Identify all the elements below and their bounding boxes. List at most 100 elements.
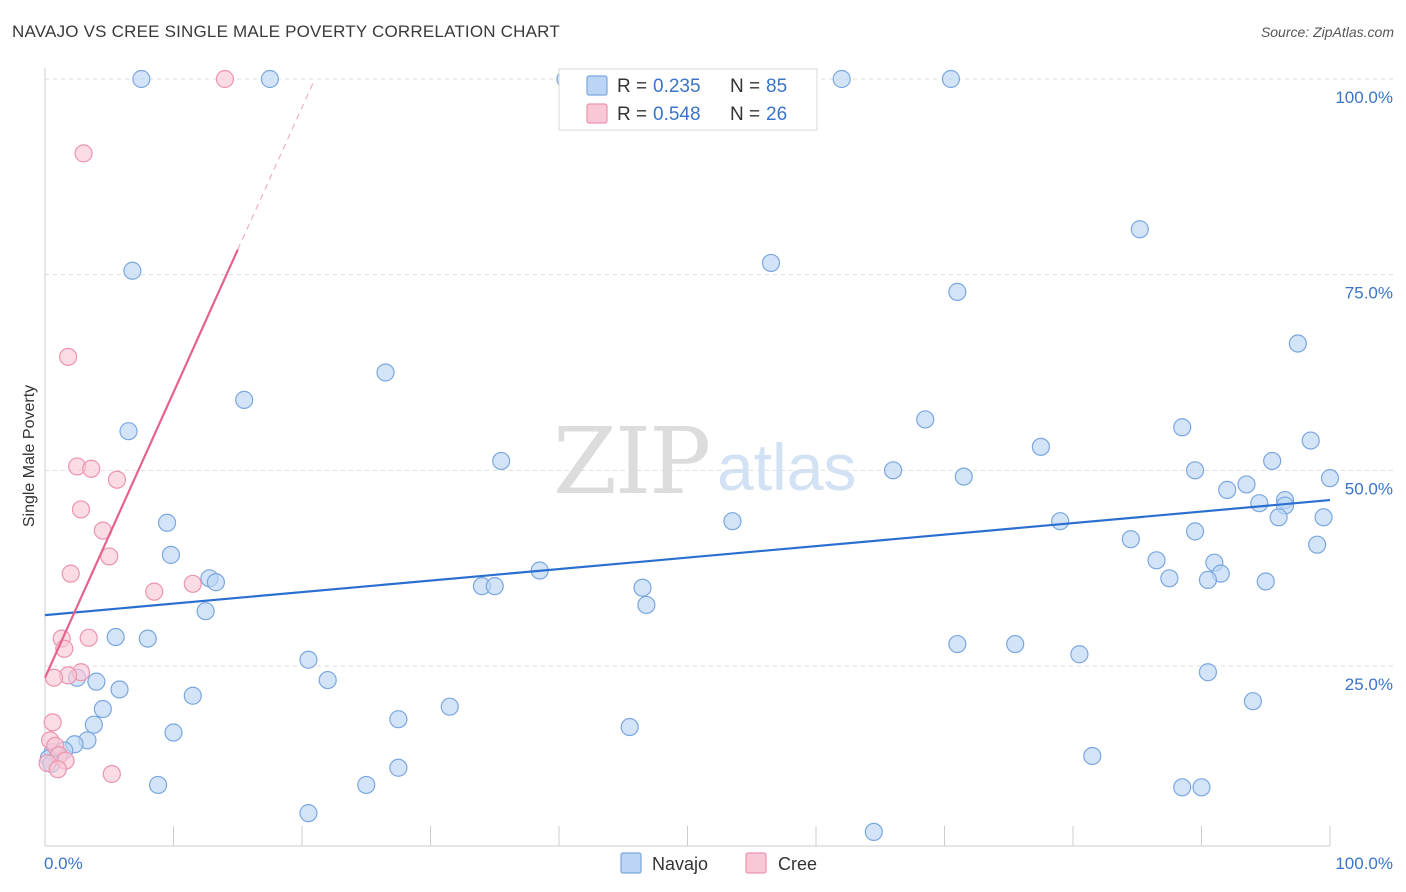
- navajo-point: [183, 686, 202, 705]
- navajo-point: [1083, 746, 1102, 766]
- navajo-point: [318, 670, 337, 690]
- navajo-point: [1147, 551, 1166, 570]
- cree-trend-line: [43, 249, 239, 679]
- navajo-point: [1243, 692, 1263, 711]
- stats-legend: R = 0.235 N = 85 R = 0.548 N = 26: [558, 68, 818, 131]
- y-tick-label: 25.0%: [1345, 675, 1393, 694]
- cree-point: [59, 347, 78, 366]
- legend-r-label-cree: R =: [617, 104, 647, 125]
- cree-point: [48, 760, 67, 779]
- cree-point: [74, 144, 93, 163]
- navajo-point: [883, 461, 903, 480]
- legend-n-value-cree: 26: [766, 104, 787, 125]
- navajo-point: [916, 410, 935, 429]
- x-tick-label: 0.0%: [44, 854, 83, 873]
- navajo-point: [206, 573, 226, 592]
- navajo-point: [723, 512, 742, 531]
- navajo-point: [1218, 480, 1237, 499]
- navajo-point: [87, 672, 106, 691]
- x-tick-labels: 0.0% 100.0%: [44, 854, 1393, 873]
- navajo-point: [235, 390, 254, 409]
- navajo-point: [1314, 508, 1333, 527]
- cree-point: [215, 69, 234, 89]
- cree-trend-extension: [237, 78, 316, 250]
- series-legend-label-cree: Cree: [778, 854, 817, 874]
- cree-point: [61, 564, 80, 583]
- navajo-point: [161, 545, 181, 564]
- navajo-point: [761, 253, 781, 273]
- navajo-series: [39, 69, 1340, 842]
- navajo-point: [1308, 535, 1327, 554]
- navajo-point: [93, 699, 112, 719]
- cree-point: [145, 582, 164, 601]
- navajo-point: [1192, 778, 1211, 797]
- navajo-point: [119, 422, 138, 441]
- legend-r-label-navajo: R =: [617, 76, 647, 97]
- navajo-point: [299, 804, 318, 823]
- navajo-point: [260, 69, 279, 89]
- navajo-point: [1198, 663, 1218, 682]
- navajo-point: [148, 775, 168, 795]
- navajo-point: [492, 451, 511, 471]
- watermark-atlas: atlas: [717, 430, 856, 504]
- navajo-point: [157, 513, 177, 532]
- navajo-point: [954, 467, 973, 486]
- cree-point: [82, 459, 101, 478]
- navajo-point: [1269, 508, 1288, 527]
- navajo-point: [164, 723, 183, 742]
- navajo-point: [1320, 469, 1340, 488]
- navajo-point: [1185, 522, 1205, 541]
- navajo-point: [1173, 418, 1192, 437]
- navajo-point: [633, 578, 652, 597]
- y-tick-label: 50.0%: [1345, 479, 1393, 498]
- y-tick-label: 100.0%: [1335, 88, 1393, 107]
- navajo-point: [389, 710, 408, 729]
- navajo-point: [110, 680, 129, 699]
- navajo-point: [1121, 530, 1140, 549]
- navajo-point: [1185, 461, 1205, 480]
- watermark: ZIP atlas: [553, 408, 856, 515]
- navajo-point: [1288, 334, 1307, 353]
- navajo-point: [389, 758, 408, 777]
- legend-n-label-navajo: N =: [730, 76, 760, 97]
- navajo-point: [485, 577, 504, 596]
- navajo-point: [832, 69, 851, 89]
- gridlines: [45, 78, 1395, 667]
- x-ticks: [44, 826, 1331, 846]
- navajo-point: [106, 627, 125, 647]
- navajo-point: [1070, 645, 1089, 664]
- cree-point: [102, 764, 121, 784]
- y-axis-title: Single Male Poverty: [21, 385, 38, 527]
- navajo-point: [1031, 437, 1050, 456]
- navajo-point: [1301, 431, 1320, 450]
- navajo-point: [1173, 778, 1192, 797]
- series-legend-label-navajo: Navajo: [652, 854, 708, 874]
- chart-title: NAVAJO VS CREE SINGLE MALE POVERTY CORRE…: [12, 22, 560, 41]
- navajo-point: [376, 363, 395, 382]
- navajo-point: [440, 697, 459, 716]
- legend-n-label-cree: N =: [730, 104, 760, 125]
- series-legend: Navajo Cree: [620, 852, 817, 874]
- cree-point: [183, 574, 202, 593]
- navajo-trend-line: [44, 498, 1331, 617]
- series-legend-swatch-navajo: [620, 852, 642, 874]
- navajo-point: [1051, 512, 1070, 531]
- navajo-point: [1263, 451, 1282, 471]
- navajo-point: [941, 69, 961, 89]
- navajo-point: [1250, 494, 1269, 513]
- navajo-point: [84, 715, 103, 734]
- cree-series: [38, 69, 234, 784]
- navajo-point: [620, 717, 639, 737]
- x-tick-label: 100.0%: [1335, 854, 1393, 873]
- cree-point: [107, 470, 127, 489]
- navajo-point: [1256, 572, 1275, 591]
- watermark-zip: ZIP: [553, 408, 709, 515]
- navajo-point: [948, 282, 967, 301]
- navajo-point: [1237, 475, 1256, 494]
- legend-n-value-navajo: 85: [766, 76, 787, 97]
- navajo-point: [299, 650, 318, 669]
- navajo-point: [1130, 220, 1149, 239]
- navajo-point: [864, 822, 883, 842]
- y-tick-labels: 100.0% 75.0% 50.0% 25.0%: [1335, 88, 1393, 694]
